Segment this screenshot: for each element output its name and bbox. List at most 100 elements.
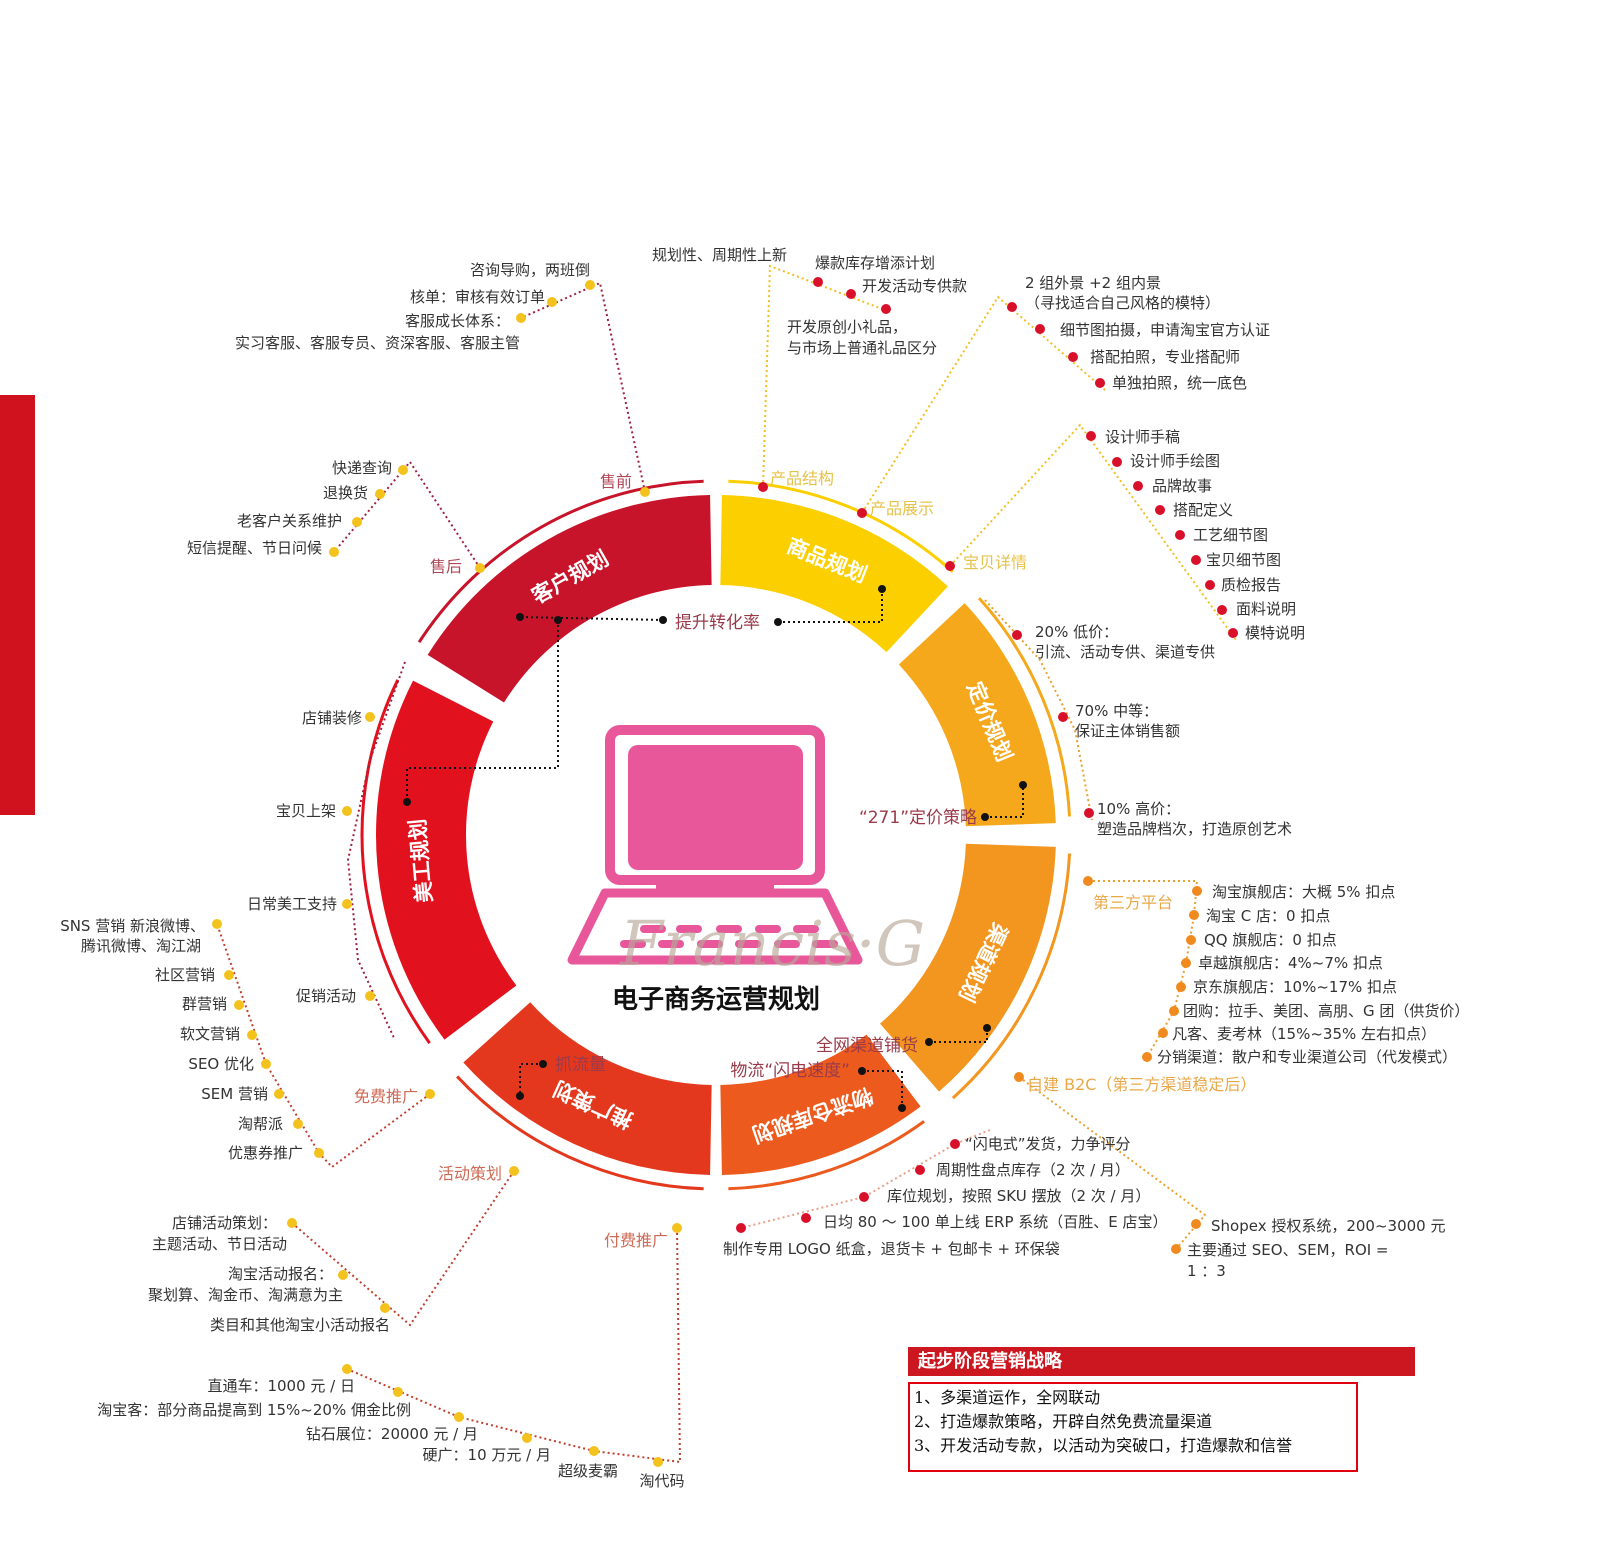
presale-label: 售前: [600, 472, 632, 491]
display-item: 2 组外景 +2 组内景: [1025, 274, 1161, 292]
structure-item: 开发活动专供款: [862, 277, 967, 295]
aftersale-item: 退换货: [323, 484, 368, 502]
pricing-line: [984, 599, 1093, 821]
structure-line: [762, 264, 891, 488]
third-party-item: 京东旗舰店：10%~17% 扣点: [1193, 978, 1397, 996]
free-promo-item: 淘帮派: [238, 1115, 283, 1133]
activity-item: 聚划算、淘金币、淘满意为主: [148, 1286, 343, 1304]
strategy-item: 1、多渠道运作，全网联动: [914, 1388, 1101, 1407]
outer-arc-pricing: [977, 597, 1072, 817]
third-party-item: 团购：拉手、美团、高朋、G 团（供货价）: [1183, 1002, 1469, 1020]
b2c-line: [1018, 1076, 1207, 1250]
display-item: 搭配拍照，专业搭配师: [1090, 348, 1240, 366]
pricing-item: 塑造品牌档次，打造原创艺术: [1097, 820, 1292, 838]
structure-item: 爆款库存增添计划: [815, 254, 935, 272]
third-party-item: 淘宝 C 店：0 扣点: [1206, 907, 1330, 925]
detail-item: 设计师手稿: [1105, 428, 1180, 446]
detail-item: 模特说明: [1245, 624, 1305, 642]
presale-item: 实习客服、客服专员、资深客服、客服主管: [235, 334, 520, 352]
paid-promo-item: 直通车：1000 元 / 日: [207, 1377, 355, 1395]
presale-line: [520, 281, 646, 493]
free-promo-label: 免费推广: [354, 1087, 418, 1106]
detail-item: 设计师手绘图: [1130, 452, 1220, 470]
art-connector: [406, 620, 559, 802]
third-party-item: 卓越旗舰店：4%~7% 扣点: [1198, 954, 1383, 972]
ring-segment-logistics: [720, 1034, 921, 1175]
logistics-item: 库位规划，按照 SKU 摆放（2 次 / 月）: [887, 1187, 1150, 1205]
activity-line: [291, 1170, 515, 1327]
free-promo-item: 软文营销: [180, 1025, 240, 1043]
outer-arc-logistics: [728, 1120, 925, 1191]
strategy-item: 3、开发活动专款，以活动为突破口，打造爆款和信誉: [914, 1436, 1293, 1455]
logistics-speed-label: 物流“闪电速度”: [730, 1061, 850, 1081]
logistics-connector: [862, 1070, 903, 1108]
display-item: （寻找适合自己风格的模特）: [1025, 294, 1220, 312]
detail-item: 工艺细节图: [1193, 526, 1268, 544]
third-party-item: 凡客、麦考林（15%~35% 左右扣点）: [1172, 1025, 1436, 1043]
aftersale-item: 老客户关系维护: [237, 512, 342, 530]
outer-arc-product: [728, 479, 954, 574]
pricing-item: 保证主体销售额: [1075, 722, 1180, 740]
ring-segment-product: [720, 495, 948, 653]
pricing-item: 引流、活动专供、渠道专供: [1035, 643, 1215, 661]
paid-promo-item: 超级麦霸: [558, 1462, 618, 1480]
art-item: 店铺装修: [302, 709, 362, 727]
b2c-item: 主要通过 SEO、SEM，ROI =: [1187, 1241, 1389, 1259]
third-party-item: 分销渠道：散户和专业渠道公司（代发模式）: [1157, 1048, 1457, 1066]
detail-item: 搭配定义: [1173, 501, 1233, 519]
presale-item: 咨询导购，两班倒: [470, 261, 590, 279]
conversion-label: 提升转化率: [675, 613, 760, 633]
pricing-item: 70% 中等：: [1075, 702, 1158, 720]
strategy-box: 1、多渠道运作，全网联动 2、打造爆款策略，开辟自然免费流量渠道 3、开发活动专…: [908, 1382, 1358, 1472]
detail-label: 宝贝详情: [963, 553, 1027, 572]
activity-item: 主题活动、节日活动: [152, 1235, 287, 1253]
structure-item: 规划性、周期性上新: [652, 246, 787, 264]
computer-monitor-icon: [605, 725, 825, 894]
structure-item: 开发原创小礼品，: [787, 318, 907, 336]
outer-arc-promotion: [456, 1075, 704, 1191]
activity-item: 类目和其他淘宝小活动报名: [210, 1316, 390, 1334]
free-promo-item: 社区营销: [155, 966, 215, 984]
display-line: [861, 295, 1106, 514]
aftersale-line: [333, 460, 481, 569]
structure-item: 与市场上普通礼品区分: [787, 339, 937, 357]
art-item: 促销活动: [296, 987, 356, 1005]
outer-arc-customer: [417, 479, 704, 644]
detail-item: 面料说明: [1236, 600, 1296, 618]
keyboard-icon: [567, 888, 863, 965]
channel-distribution-label: 全网渠道铺货: [816, 1036, 918, 1056]
dots: [212, 277, 1238, 1467]
logistics-item: “闪电式”发货，力争评分: [965, 1135, 1131, 1153]
pricing-strategy-label: “271”定价策略: [859, 808, 977, 828]
free-promo-item: SNS 营销 新浪微博、: [60, 917, 205, 935]
free-promo-item: SEO 优化: [188, 1055, 254, 1073]
watermark: Francis·G: [619, 907, 925, 980]
paid-promo-item: 淘代码: [639, 1472, 684, 1490]
detail-item: 品牌故事: [1152, 477, 1212, 495]
pricing-item: 20% 低价：: [1035, 623, 1118, 641]
art-item: 宝贝上架: [276, 802, 336, 820]
free-promo-item: 优惠券推广: [228, 1144, 303, 1162]
traffic-label: 抓流量: [555, 1055, 606, 1075]
third-party-line: [1088, 880, 1199, 1058]
art-item: 日常美工支持: [247, 895, 337, 913]
free-promo-item: SEM 营销: [201, 1085, 268, 1103]
display-item: 细节图拍摄，申请淘宝官方认证: [1060, 321, 1270, 339]
left-red-bar: [0, 395, 35, 815]
strategy-item: 2、打造爆款策略，开辟自然免费流量渠道: [914, 1412, 1213, 1431]
ring-segment-promotion: [463, 1002, 712, 1175]
logistics-item: 制作专用 LOGO 纸盒，退货卡 + 包邮卡 + 环保袋: [723, 1240, 1060, 1258]
presale-item: 核单：审核有效订单: [410, 288, 545, 306]
detail-item: 宝贝细节图: [1206, 551, 1281, 569]
ring-segment-art: [376, 680, 517, 1040]
free-promo-item: 群营销: [182, 995, 227, 1013]
ring-segment-customer: [427, 495, 712, 703]
detail-line: [949, 423, 1237, 641]
third-party-label: 第三方平台: [1093, 893, 1173, 912]
b2c-item: Shopex 授权系统，200~3000 元: [1211, 1217, 1445, 1235]
logistics-item: 周期性盘点库存（2 次 / 月）: [936, 1161, 1130, 1179]
outer-arc-channel: [951, 853, 1072, 1100]
display-label: 产品展示: [870, 499, 934, 518]
